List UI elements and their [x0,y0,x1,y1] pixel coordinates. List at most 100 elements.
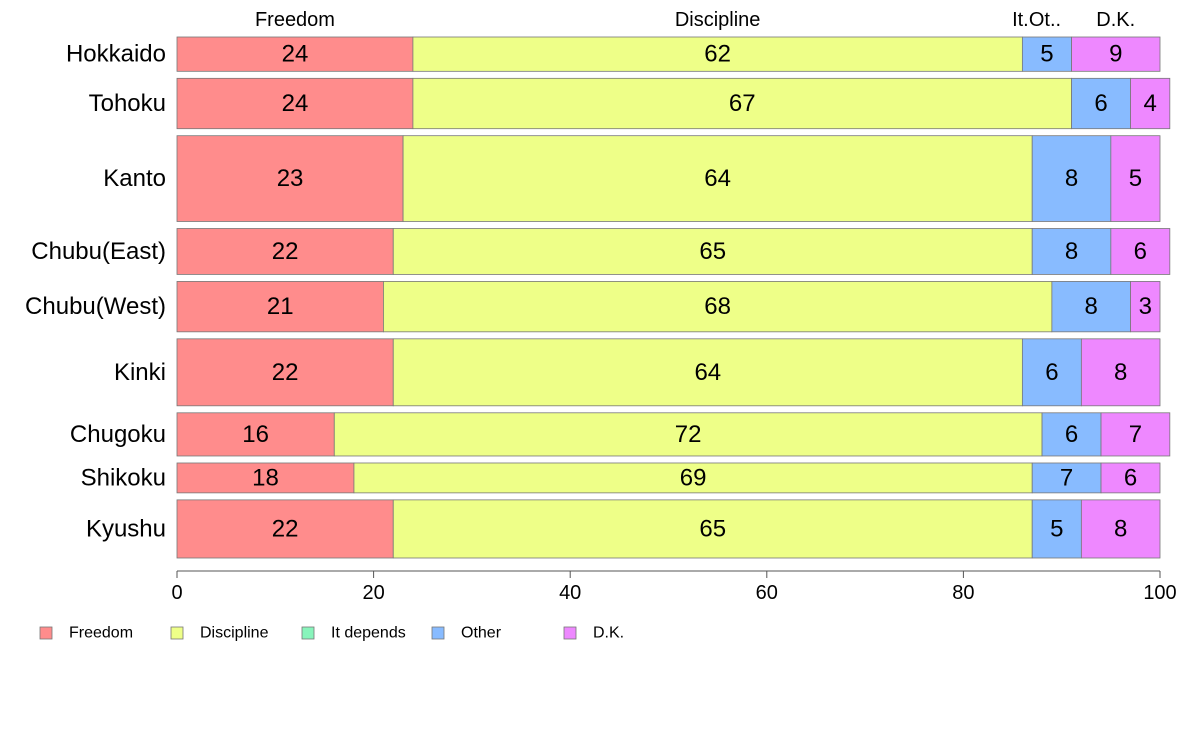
data-label: 65 [699,238,726,265]
bar-segment-other [1031,499,1082,559]
column-header-discipline: Discipline [675,9,761,31]
column-headers: Freedom Discipline It. Ot.. D.K. [255,9,1135,31]
data-label: 8 [1114,515,1127,542]
category-label: Shikoku [81,464,166,491]
legend-swatch [301,626,315,640]
data-label: 5 [1129,165,1142,192]
data-label: 67 [729,90,756,117]
category-label: Kanto [103,165,166,192]
data-label: 6 [1134,238,1147,265]
data-label: 18 [252,464,279,491]
data-label: 6 [1045,359,1058,386]
legend-item-d-k: D.K. [563,625,624,642]
bar-row-tohoku: Tohoku 24 67 6 4 [89,77,1171,130]
data-label: 6 [1065,421,1078,448]
bar-segment-discipline [402,135,1033,222]
bar-segment-freedom [176,281,384,333]
data-label: 22 [272,515,299,542]
data-label: 24 [282,90,309,117]
data-label: 24 [282,41,309,68]
x-axis: 0 20 40 60 80 100 [171,570,1177,604]
category-label: Chubu(West) [25,293,166,320]
column-header-freedom: Freedom [255,9,335,31]
category-label: Kinki [114,359,166,386]
data-label: 3 [1139,293,1152,320]
bar-segment-freedom [176,135,404,222]
bar-segment-discipline [383,281,1053,333]
bar-segment-freedom [176,77,414,130]
bar-row-kinki: Kinki 22 64 6 8 [114,338,1161,407]
bar-segment-freedom [176,412,335,457]
bar-segment-discipline [392,338,1023,407]
data-label: 23 [277,165,304,192]
bar-segment-other [1031,462,1102,494]
category-label: Hokkaido [66,41,166,68]
data-label: 68 [704,293,731,320]
data-label: 64 [694,359,721,386]
x-tick-label: 100 [1143,582,1176,604]
data-label: 8 [1114,359,1127,386]
bar-segment-d-k [1071,36,1161,72]
legend-label: It depends [331,625,406,642]
legend-item-other: Other [431,625,502,642]
x-tick-label: 40 [559,582,581,604]
x-tick-label: 80 [952,582,974,604]
data-label: 6 [1094,90,1107,117]
legend-item-discipline: Discipline [170,625,269,642]
data-label: 22 [272,359,299,386]
bar-segment-d-k [1130,77,1171,130]
legend-swatch [39,626,53,640]
bar-segment-freedom [176,36,414,72]
column-header-ot: Ot.. [1029,9,1061,31]
bar-segment-discipline [392,228,1033,275]
legend-label: Discipline [200,625,269,642]
data-label: 62 [704,41,731,68]
data-label: 7 [1129,421,1142,448]
column-header-it: It. [1012,9,1029,31]
data-label: 9 [1109,41,1122,68]
bar-segment-d-k [1110,228,1171,275]
legend-label: Freedom [69,625,133,642]
column-header-d-k: D.K. [1096,9,1135,31]
x-tick-label: 0 [171,582,182,604]
bar-segment-freedom [176,228,394,275]
bar-row-kanto: Kanto 23 64 8 5 [103,135,1161,222]
bar-row-chubu-east: Chubu(East) 22 65 8 6 [31,228,1171,275]
bar-row-chugoku: Chugoku 16 72 6 7 [70,412,1171,457]
legend-label: Other [461,625,502,642]
legend-item-it-depends: It depends [301,625,406,642]
bar-segment-discipline [412,77,1072,130]
bar-segment-other [1071,77,1131,130]
bar-segment-freedom [176,462,355,494]
bar-segment-other [1021,36,1072,72]
x-tick-label: 20 [362,582,384,604]
data-label: 8 [1065,238,1078,265]
bar-segment-discipline [412,36,1023,72]
bar-segment-other [1051,281,1131,333]
bar-segment-freedom [176,338,394,407]
data-label: 8 [1065,165,1078,192]
bar-segment-discipline [392,499,1033,559]
category-label: Chubu(East) [31,238,166,265]
bar-segment-other [1021,338,1082,407]
data-label: 64 [704,165,731,192]
category-label: Tohoku [89,90,166,117]
data-label: 65 [699,515,726,542]
bar-segment-d-k [1080,338,1161,407]
data-label: 7 [1060,464,1073,491]
data-label: 8 [1085,293,1098,320]
category-label: Chugoku [70,421,166,448]
data-label: 5 [1040,41,1053,68]
data-label: 16 [242,421,269,448]
bar-row-shikoku: Shikoku 18 69 7 6 [81,462,1161,494]
x-tick-label: 60 [756,582,778,604]
bar-segment-d-k [1130,281,1161,333]
data-label: 69 [680,464,707,491]
data-label: 5 [1050,515,1063,542]
bar-segment-d-k [1080,499,1161,559]
bar-segment-d-k [1100,462,1161,494]
legend-swatch [170,626,184,640]
bar-segment-d-k [1110,135,1161,222]
